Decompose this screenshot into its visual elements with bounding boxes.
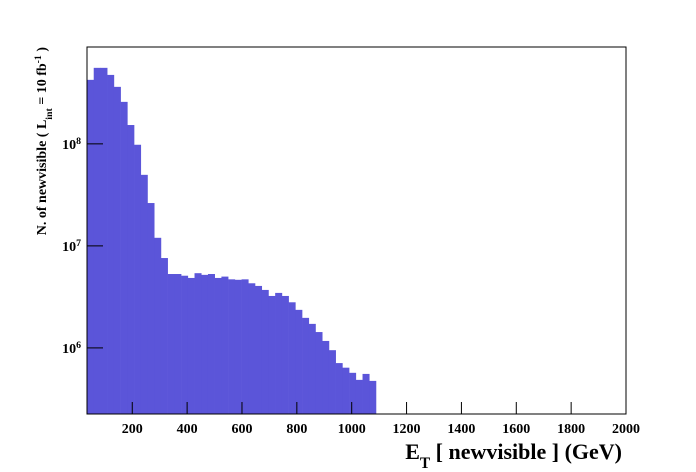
bar [221,276,229,414]
bar [308,323,316,414]
bar [328,350,336,414]
bar [113,86,121,415]
x-tick-label: 1000 [338,422,366,437]
x-tick-label: 1200 [393,422,421,437]
bar [100,67,108,414]
bar [315,332,323,414]
y-tick-label: 106 [62,339,81,357]
x-tick-label: 1400 [447,422,475,437]
bar [281,295,289,414]
x-tick-label: 400 [177,422,198,437]
bar [140,174,148,414]
bar [187,277,195,414]
x-tick-label: 600 [231,422,252,437]
bar [154,237,162,414]
x-tick-label: 800 [286,422,307,437]
bar [295,309,303,414]
bar [167,274,175,414]
bar [302,317,310,414]
y-tick-label: 108 [62,135,81,153]
y-tick-label: 107 [62,237,81,255]
bar [322,340,330,414]
x-tick-label: 200 [122,422,143,437]
bar [181,275,189,414]
bar [349,372,357,414]
bar [248,283,256,414]
plot-frame [86,46,627,415]
bar [342,367,350,414]
x-tick-label: 1800 [557,422,585,437]
bar [362,373,370,414]
bar [268,295,276,414]
bar [160,258,168,414]
bar [255,285,263,414]
bar [107,74,115,414]
bar [120,101,128,415]
bar [207,274,215,414]
y-axis-title: N. of newvisible ( Lint = 10 fb-1 ) [33,47,55,236]
bar [234,279,242,414]
bar [275,292,283,414]
bar [335,363,343,414]
bar [93,67,101,414]
bar [369,380,377,414]
bar [214,277,222,414]
bar [228,279,236,414]
bar [87,79,95,414]
bar [194,273,202,414]
bar [174,274,182,414]
x-axis-title: ET [ newvisible ] (GeV) [405,439,622,472]
x-tick-label: 2000 [612,422,640,437]
bar [241,279,249,414]
bar [201,274,209,414]
bar [261,289,269,414]
bar [127,125,135,415]
bar [288,302,296,414]
x-tick-label: 1600 [502,422,530,437]
bar [134,144,142,415]
bar [147,203,155,414]
bar [355,379,363,414]
